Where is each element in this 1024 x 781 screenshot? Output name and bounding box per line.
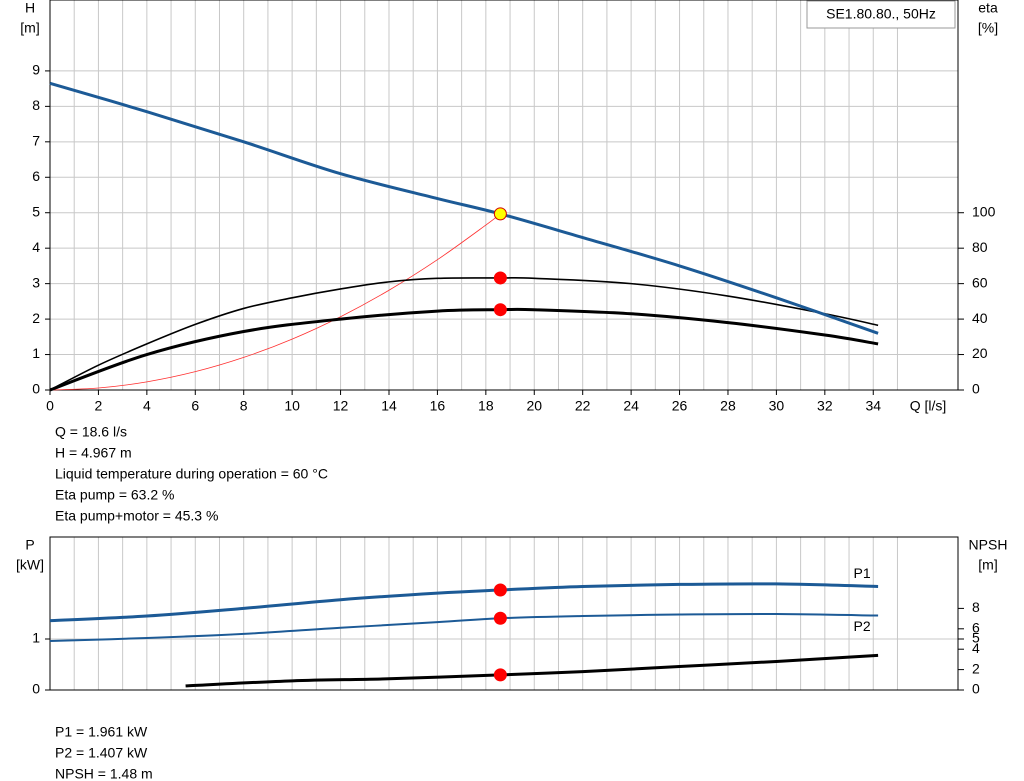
y2-tick-label: 2 xyxy=(972,660,980,676)
legend-box xyxy=(806,0,956,29)
legend-title: SE1.80.80., 50Hz xyxy=(826,6,936,22)
y2-tick-label: 4 xyxy=(972,640,980,656)
y-tick-label: 2 xyxy=(32,310,40,326)
curve xyxy=(49,612,879,643)
y2-tick-label: 100 xyxy=(972,203,996,219)
y2-axis-label: NPSH xyxy=(969,537,1008,553)
y2-tick-label: 80 xyxy=(972,239,988,255)
curve xyxy=(49,307,879,392)
curve xyxy=(49,213,501,391)
curve xyxy=(185,653,879,688)
operating-note: Liquid temperature during operation = 60… xyxy=(55,466,328,482)
operating-note: P2 = 1.407 kW xyxy=(55,745,148,761)
x-tick-label: 14 xyxy=(381,398,397,414)
y2-tick-label: 60 xyxy=(972,274,988,290)
x-tick-label: 26 xyxy=(672,398,688,414)
x-tick-label: 20 xyxy=(526,398,542,414)
operating-point xyxy=(493,668,507,682)
y-tick-label: 3 xyxy=(32,274,40,290)
series-label: P1 xyxy=(854,565,871,581)
plot-frame xyxy=(49,536,959,691)
y2-tick-label: 40 xyxy=(972,310,988,326)
x-tick-label: 2 xyxy=(95,398,103,414)
operating-note: Q = 18.6 l/s xyxy=(55,424,127,440)
y-tick-label: 9 xyxy=(32,62,40,78)
x-tick-label: 22 xyxy=(575,398,591,414)
plot-frame xyxy=(49,0,959,391)
y-tick-label: 6 xyxy=(32,168,40,184)
y2-axis-label: [m] xyxy=(978,557,997,573)
x-tick-label: 30 xyxy=(769,398,785,414)
operating-note: Eta pump+motor = 45.3 % xyxy=(55,508,218,524)
y-tick-label: 8 xyxy=(32,97,40,113)
series-label: P2 xyxy=(854,618,871,634)
operating-note: NPSH = 1.48 m xyxy=(55,766,153,781)
y2-tick-label: 20 xyxy=(972,345,988,361)
curve xyxy=(49,276,879,391)
operating-point xyxy=(493,583,507,597)
x-tick-label: 6 xyxy=(191,398,199,414)
x-tick-label: 12 xyxy=(333,398,349,414)
x-tick-label: 10 xyxy=(284,398,300,414)
operating-point xyxy=(493,611,507,625)
y2-tick-label: 6 xyxy=(972,620,980,636)
x-tick-label: 28 xyxy=(720,398,736,414)
x-tick-label: 8 xyxy=(240,398,248,414)
x-tick-label: 16 xyxy=(430,398,446,414)
y-tick-label: 0 xyxy=(32,381,40,397)
y2-tick-label: 0 xyxy=(972,681,980,697)
x-tick-label: 0 xyxy=(46,398,54,414)
curve xyxy=(49,582,879,623)
operating-point xyxy=(493,303,507,317)
operating-point xyxy=(493,271,507,285)
operating-note: P1 = 1.961 kW xyxy=(55,724,148,740)
x-tick-label: 24 xyxy=(623,398,639,414)
y-axis-label: H xyxy=(25,0,35,16)
x-tick-label: 32 xyxy=(817,398,833,414)
y-tick-label: 7 xyxy=(32,133,40,149)
y-axis-label: [kW] xyxy=(16,557,44,573)
y-axis-label: P xyxy=(25,537,34,553)
y-tick-label: 1 xyxy=(32,630,40,646)
operating-point xyxy=(493,207,507,221)
curve xyxy=(49,81,879,335)
y-tick-label: 4 xyxy=(32,239,40,255)
y2-tick-label: 8 xyxy=(972,599,980,615)
y-tick-label: 5 xyxy=(32,203,40,219)
y-tick-label: 0 xyxy=(32,681,40,697)
y2-axis-label: [%] xyxy=(978,20,998,36)
operating-note: Eta pump = 63.2 % xyxy=(55,487,174,503)
y-axis-label: [m] xyxy=(20,20,39,36)
x-axis-label: Q [l/s] xyxy=(910,398,947,414)
y2-axis-label: eta xyxy=(978,0,998,16)
operating-note: H = 4.967 m xyxy=(55,445,132,461)
x-tick-label: 34 xyxy=(865,398,881,414)
x-tick-label: 4 xyxy=(143,398,151,414)
y-tick-label: 1 xyxy=(32,345,40,361)
y2-tick-label: 5 xyxy=(972,630,980,646)
y2-tick-label: 0 xyxy=(972,381,980,397)
x-tick-label: 18 xyxy=(478,398,494,414)
